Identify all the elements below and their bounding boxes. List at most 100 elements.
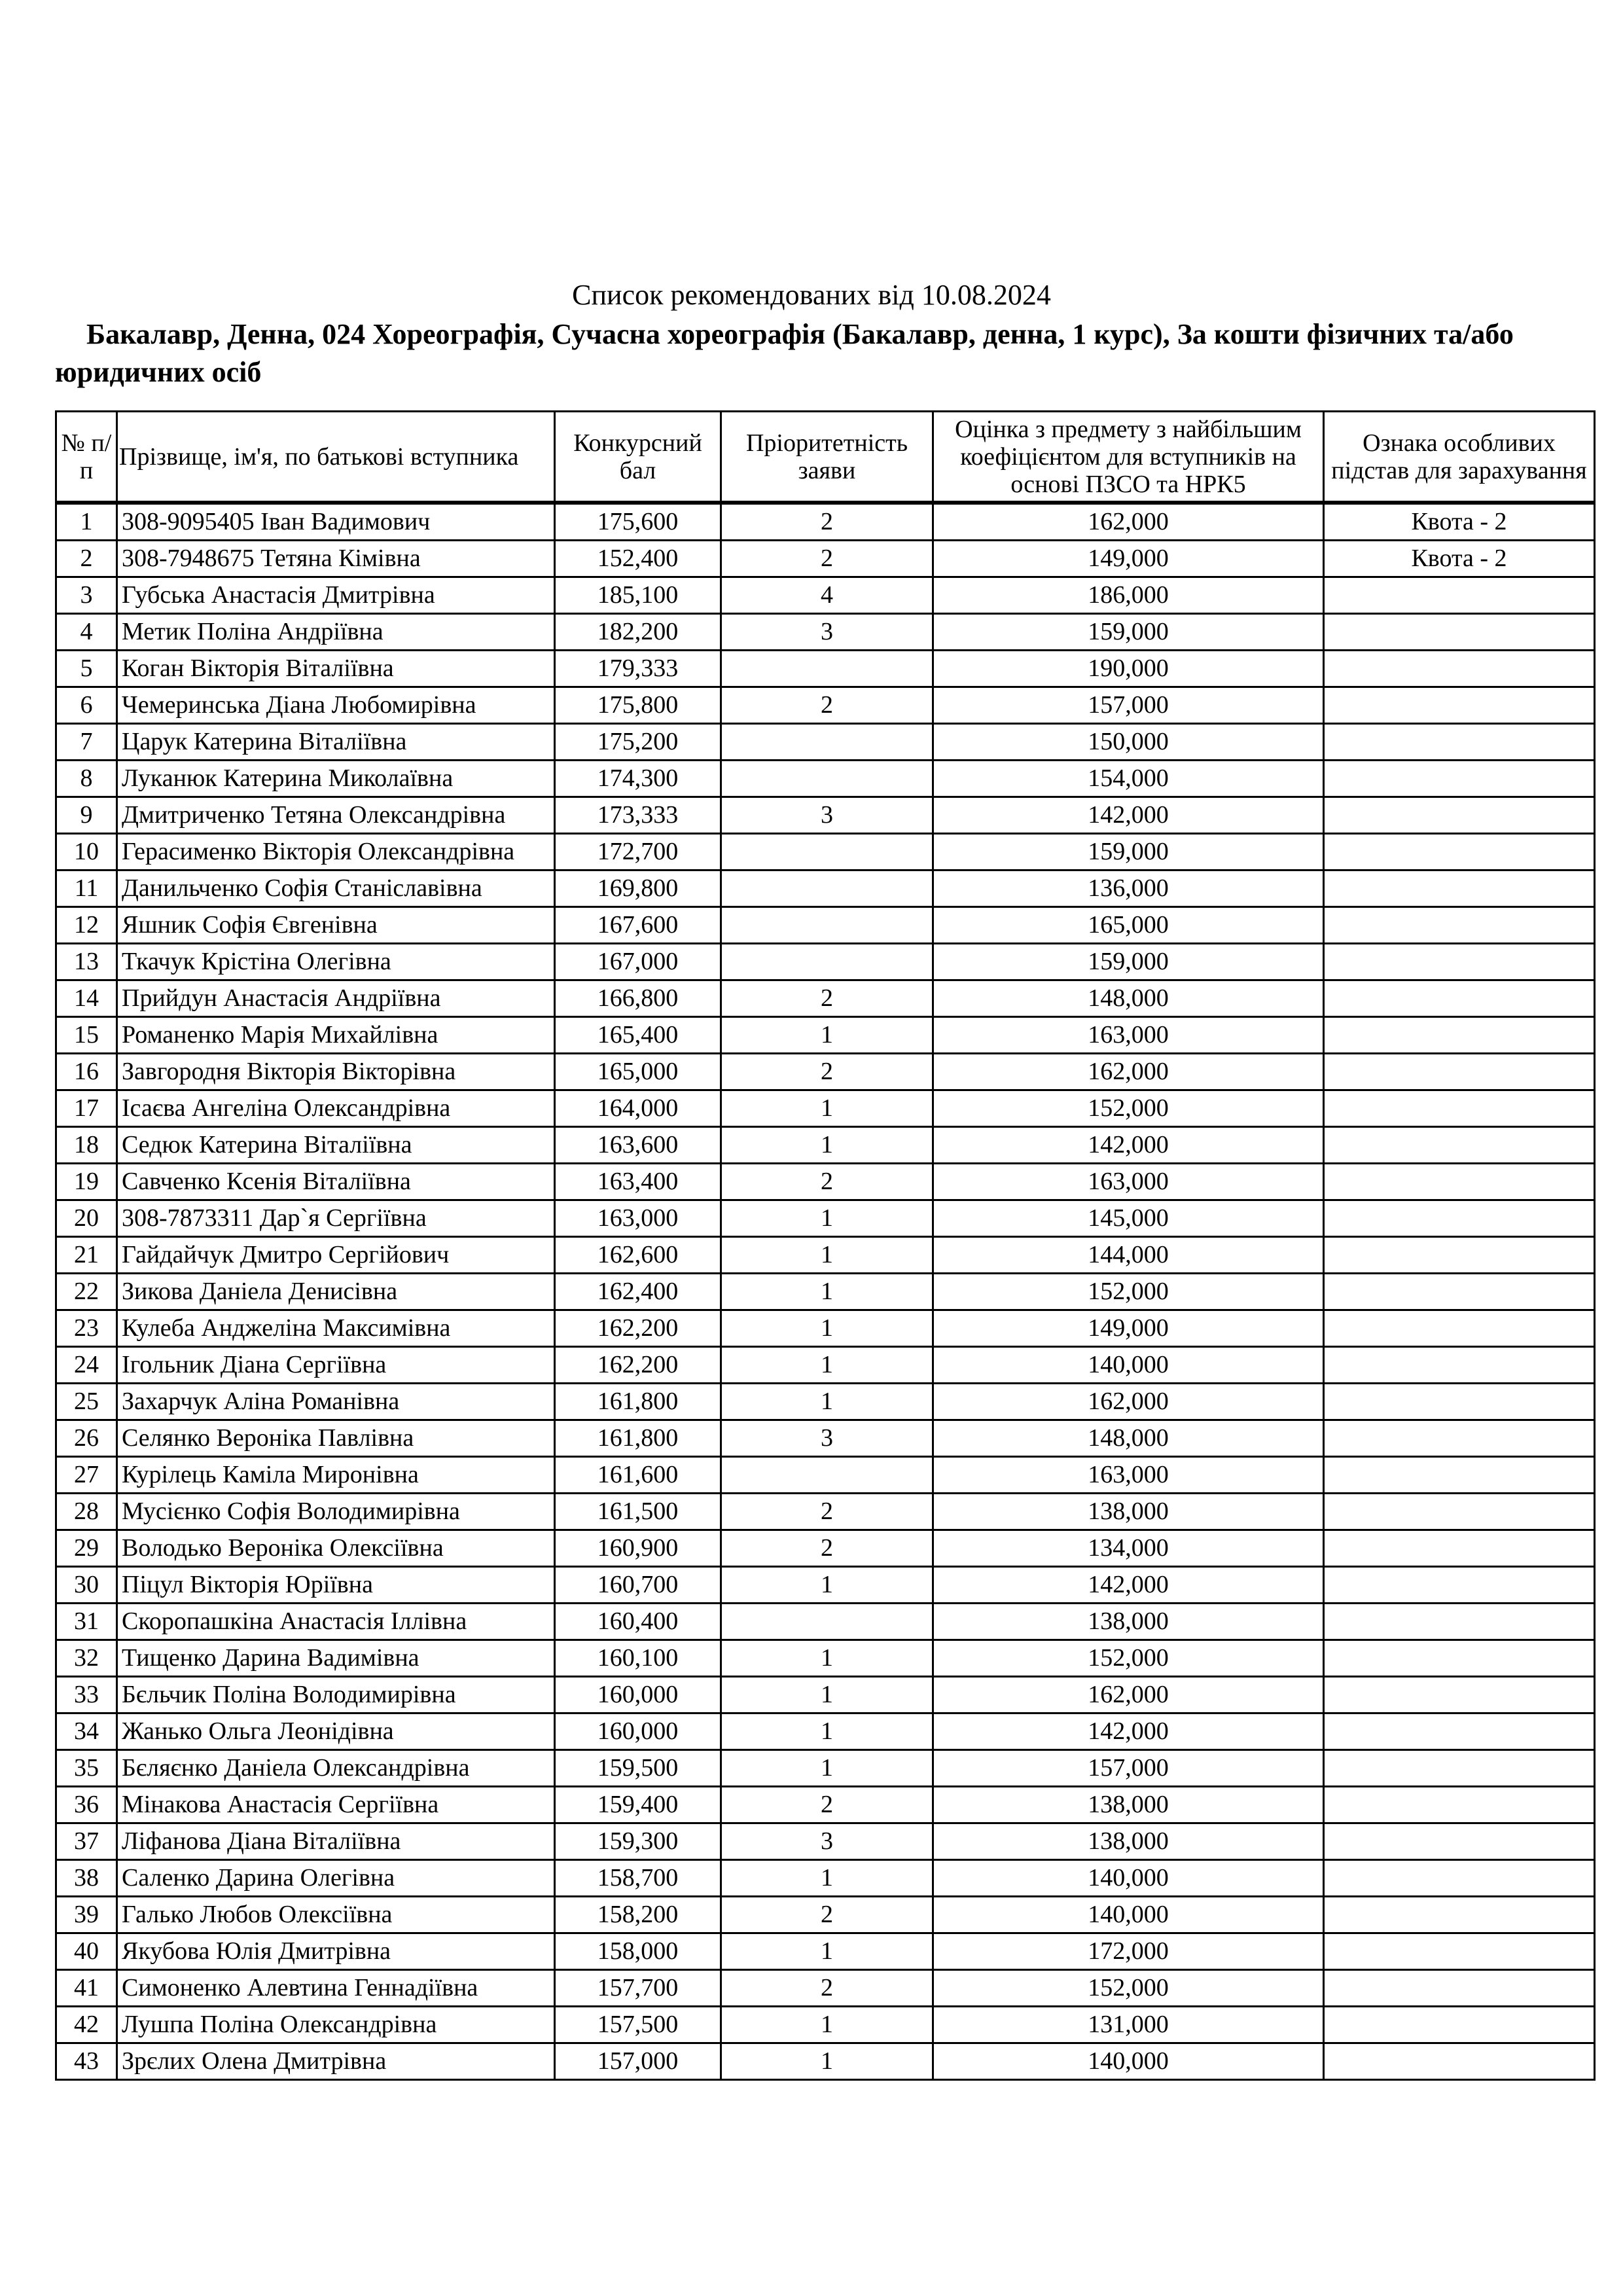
row-number: 30 — [55, 1566, 118, 1604]
application-priority: 2 — [720, 979, 934, 1018]
table-row: 9 Дмитриченко Тетяна Олександрівна 173,333… — [55, 796, 1596, 834]
table-row: 4 Метик Поліна Андріївна 182,200 3 159,000 — [55, 613, 1596, 651]
table-row: 19 Савченко Ксенія Віталіївна 163,400 2 163,… — [55, 1162, 1596, 1201]
table-row: 34 Жанько Ольга Леонідівна 160,000 1 142,000 — [55, 1712, 1596, 1751]
application-priority: 1 — [720, 1749, 934, 1787]
applicant-name: Бєльчик Поліна Володимирівна — [116, 1676, 556, 1714]
applicant-name: Тищенко Дарина Вадимівна — [116, 1639, 556, 1677]
applicant-name: Ісаєва Ангеліна Олександрівна — [116, 1089, 556, 1128]
special-grounds — [1323, 2042, 1596, 2081]
row-number: 11 — [55, 869, 118, 908]
competitive-score: 161,800 — [554, 1382, 722, 1421]
table-row: 42 Лушпа Поліна Олександрівна 157,500 1 131,… — [55, 2005, 1596, 2044]
application-priority: 2 — [720, 1492, 934, 1531]
row-number: 15 — [55, 1016, 118, 1054]
applicant-name: Коган Вікторія Віталіївна — [116, 649, 556, 688]
special-grounds — [1323, 1346, 1596, 1384]
applicant-name: Якубова Юлія Дмитрівна — [116, 1932, 556, 1971]
special-grounds — [1323, 1932, 1596, 1971]
special-grounds — [1323, 1822, 1596, 1861]
special-grounds — [1323, 1895, 1596, 1934]
special-grounds — [1323, 1052, 1596, 1091]
table-row: 5 Коган Вікторія Віталіївна 179,333 190,000 — [55, 649, 1596, 688]
row-number: 5 — [55, 649, 118, 688]
competitive-score: 161,600 — [554, 1456, 722, 1494]
row-number: 10 — [55, 833, 118, 871]
subject-grade: 162,000 — [932, 1382, 1325, 1421]
row-number: 40 — [55, 1932, 118, 1971]
row-number: 37 — [55, 1822, 118, 1861]
special-grounds — [1323, 833, 1596, 871]
applicant-name: Селянко Вероніка Павлівна — [116, 1419, 556, 1458]
applicant-name: 308-7873311 Дар`я Сергіївна — [116, 1199, 556, 1238]
application-priority — [720, 833, 934, 871]
competitive-score: 152,400 — [554, 539, 722, 578]
header-special-grounds: Ознака особливих підстав для зарахування — [1323, 410, 1596, 504]
row-number: 41 — [55, 1969, 118, 2007]
special-grounds — [1323, 1529, 1596, 1568]
competitive-score: 157,000 — [554, 2042, 722, 2081]
subject-grade: 152,000 — [932, 1969, 1325, 2007]
special-grounds — [1323, 869, 1596, 908]
row-number: 29 — [55, 1529, 118, 1568]
document-title: Список рекомендованих від 10.08.2024 — [572, 279, 1051, 311]
application-priority: 2 — [720, 1052, 934, 1091]
subject-grade: 190,000 — [932, 649, 1325, 688]
row-number: 8 — [55, 759, 118, 798]
header-score: Конкурсний бал — [554, 410, 722, 504]
subject-grade: 148,000 — [932, 1419, 1325, 1458]
application-priority: 1 — [720, 1236, 934, 1274]
applicant-name: Лушпа Поліна Олександрівна — [116, 2005, 556, 2044]
competitive-score: 163,000 — [554, 1199, 722, 1238]
table-row: 27 Курілець Каміла Миронівна 161,600 163,00… — [55, 1456, 1596, 1494]
subject-grade: 145,000 — [932, 1199, 1325, 1238]
application-priority: 1 — [720, 1126, 934, 1164]
table-row: 10 Герасименко Вікторія Олександрівна 172,… — [55, 833, 1596, 871]
special-grounds — [1323, 686, 1596, 725]
applicant-name: Курілець Каміла Миронівна — [116, 1456, 556, 1494]
subject-grade: 144,000 — [932, 1236, 1325, 1274]
applicant-name: Мінакова Анастасія Сергіївна — [116, 1785, 556, 1824]
competitive-score: 185,100 — [554, 576, 722, 615]
competitive-score: 175,200 — [554, 723, 722, 761]
special-grounds — [1323, 906, 1596, 944]
subject-grade: 152,000 — [932, 1089, 1325, 1128]
application-priority — [720, 723, 934, 761]
subject-grade: 172,000 — [932, 1932, 1325, 1971]
row-number: 6 — [55, 686, 118, 725]
subject-grade: 163,000 — [932, 1456, 1325, 1494]
applicant-name: Губська Анастасія Дмитрівна — [116, 576, 556, 615]
special-grounds — [1323, 649, 1596, 688]
subject-grade: 159,000 — [932, 942, 1325, 981]
subject-grade: 142,000 — [932, 1126, 1325, 1164]
application-priority: 2 — [720, 1895, 934, 1934]
subject-grade: 142,000 — [932, 1566, 1325, 1604]
special-grounds — [1323, 1969, 1596, 2007]
subject-grade: 134,000 — [932, 1529, 1325, 1568]
applicant-name: Герасименко Вікторія Олександрівна — [116, 833, 556, 871]
header-number: № п/п — [55, 410, 118, 504]
competitive-score: 158,000 — [554, 1932, 722, 1971]
competitive-score: 172,700 — [554, 833, 722, 871]
applicant-name: Луканюк Катерина Миколаївна — [116, 759, 556, 798]
application-priority: 2 — [720, 686, 934, 725]
competitive-score: 167,600 — [554, 906, 722, 944]
application-priority — [720, 1602, 934, 1641]
header-subject-grade: Оцінка з предмету з найбільшим коефіцієн… — [932, 410, 1325, 504]
subject-grade: 142,000 — [932, 1712, 1325, 1751]
special-grounds — [1323, 1456, 1596, 1494]
applicant-name: Жанько Ольга Леонідівна — [116, 1712, 556, 1751]
competitive-score: 174,300 — [554, 759, 722, 798]
competitive-score: 160,000 — [554, 1712, 722, 1751]
competitive-score: 162,600 — [554, 1236, 722, 1274]
application-priority — [720, 649, 934, 688]
special-grounds — [1323, 942, 1596, 981]
table-row: 18 Седюк Катерина Віталіївна 163,600 1 142,0… — [55, 1126, 1596, 1164]
table-row: 26 Селянко Вероніка Павлівна 161,800 3 148,0… — [55, 1419, 1596, 1458]
special-grounds: Квота - 2 — [1323, 539, 1596, 578]
competitive-score: 165,000 — [554, 1052, 722, 1091]
table-row: 2 308-7948675 Тетяна Кімівна 152,400 2 149,0… — [55, 539, 1596, 578]
subject-grade: 162,000 — [932, 1052, 1325, 1091]
special-grounds — [1323, 1749, 1596, 1787]
special-grounds — [1323, 1676, 1596, 1714]
